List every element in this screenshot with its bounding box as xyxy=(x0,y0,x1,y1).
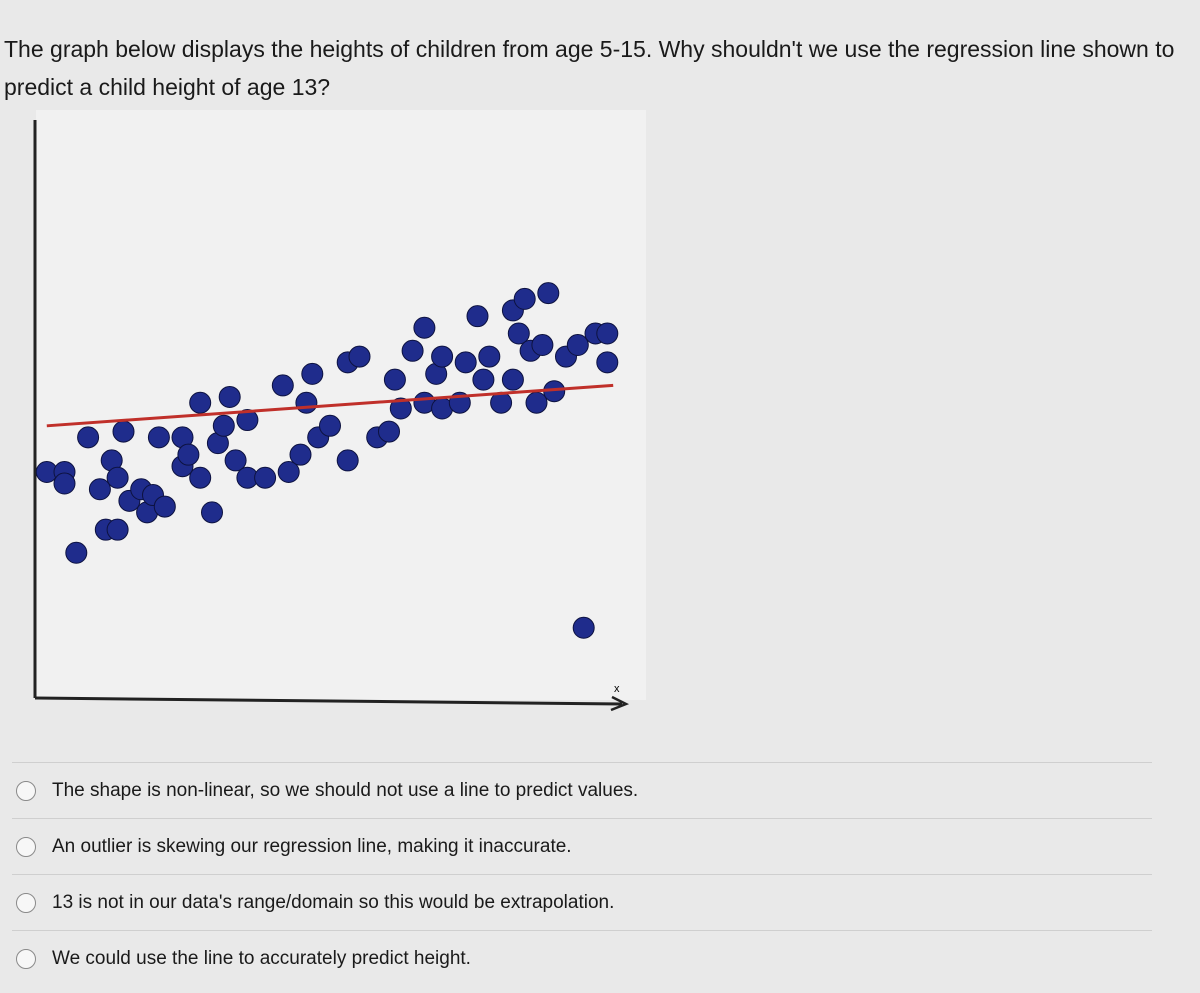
data-point xyxy=(153,495,176,518)
data-point xyxy=(466,305,489,328)
data-point xyxy=(596,351,619,374)
data-point xyxy=(566,334,589,357)
x-axis xyxy=(34,696,623,706)
data-point xyxy=(271,374,294,397)
data-point xyxy=(389,397,412,420)
x-axis-arrow xyxy=(610,695,630,712)
data-point xyxy=(65,541,88,564)
data-point xyxy=(289,443,312,466)
data-point xyxy=(295,391,318,414)
option-text: 13 is not in our data's range/domain so … xyxy=(52,892,615,913)
question: The graph below displays the heights of … xyxy=(4,36,1175,100)
data-point xyxy=(189,466,212,489)
data-point xyxy=(224,449,247,472)
radio-button[interactable] xyxy=(16,837,36,857)
data-point xyxy=(77,426,100,449)
x-axis-label: x xyxy=(614,683,620,695)
data-point xyxy=(301,362,324,385)
data-point xyxy=(513,287,536,310)
data-point xyxy=(147,426,170,449)
data-point xyxy=(319,414,341,437)
data-point xyxy=(106,466,129,489)
data-point xyxy=(572,616,595,639)
data-point xyxy=(189,391,212,414)
data-point xyxy=(236,409,259,432)
data-point xyxy=(277,460,300,483)
data-point xyxy=(501,368,524,391)
data-point xyxy=(336,449,359,472)
option-text: The shape is non-linear, so we should no… xyxy=(52,780,639,801)
option[interactable]: 13 is not in our data's range/domain so … xyxy=(12,874,1152,931)
data-point xyxy=(378,420,400,443)
data-point xyxy=(106,518,129,541)
radio-button[interactable] xyxy=(16,893,36,913)
data-point xyxy=(112,420,135,443)
radio-button[interactable] xyxy=(16,949,36,969)
data-point xyxy=(88,478,111,501)
graph: x xyxy=(33,110,646,712)
data-point xyxy=(472,368,495,391)
data-point xyxy=(531,334,554,357)
option-text: We could use the line to accurately pred… xyxy=(52,948,471,969)
data-point xyxy=(478,345,501,368)
data-point xyxy=(431,345,454,368)
data-point xyxy=(525,391,548,414)
option[interactable]: An outlier is skewing our regression lin… xyxy=(12,818,1152,875)
data-point xyxy=(537,282,560,305)
data-point xyxy=(177,443,200,466)
data-point xyxy=(218,385,241,408)
data-point xyxy=(507,322,530,345)
radio-button[interactable] xyxy=(16,781,36,801)
data-point xyxy=(454,351,477,374)
option-text: An outlier is skewing our regression lin… xyxy=(52,836,572,857)
data-point xyxy=(413,316,436,339)
data-point xyxy=(212,414,235,437)
data-point xyxy=(401,339,424,362)
option[interactable]: The shape is non-linear, so we should no… xyxy=(12,762,1152,819)
data-point xyxy=(596,322,619,345)
data-point xyxy=(383,368,406,391)
regression-line xyxy=(46,383,614,428)
data-point xyxy=(254,466,277,489)
data-point xyxy=(201,501,223,524)
data-point xyxy=(53,472,76,495)
option[interactable]: We could use the line to accurately pred… xyxy=(12,930,1152,987)
data-point xyxy=(348,345,371,368)
